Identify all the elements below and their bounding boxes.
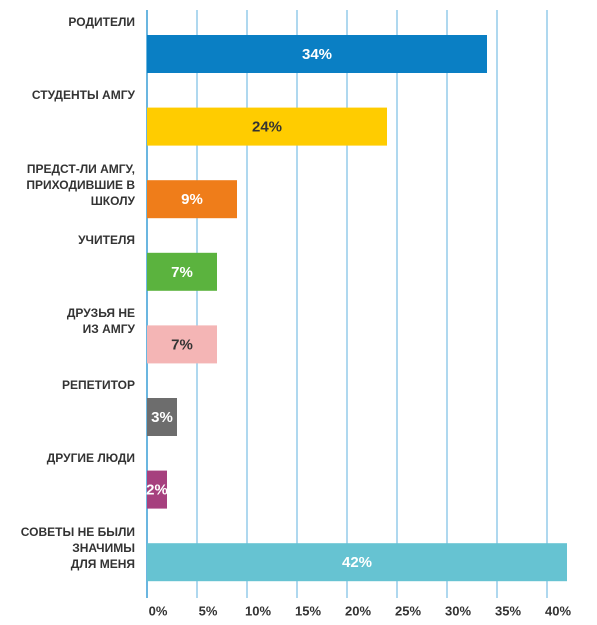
x-tick-label: 25% (395, 603, 421, 618)
x-tick-label: 15% (295, 603, 321, 618)
x-tick-label: 5% (199, 603, 218, 618)
bar (147, 107, 387, 146)
value-label: 9% (181, 191, 203, 208)
category-label: ПРЕДСТ-ЛИ АМГУ, ПРИХОДИВШИЕ В ШКОЛУ (26, 162, 135, 209)
category-label: ДРУЗЬЯ НЕ ИЗ АМГУ (66, 306, 135, 337)
bar (147, 180, 237, 219)
bar (147, 470, 167, 509)
bar (147, 252, 217, 291)
x-tick-label: 0% (149, 603, 168, 618)
value-label: 24% (252, 119, 282, 136)
value-label: 7% (171, 336, 193, 353)
value-label: 3% (151, 409, 173, 426)
category-label: УЧИТЕЛЯ (78, 232, 135, 247)
bar (147, 398, 177, 436)
category-label: ДРУГИЕ ЛЮДИ (46, 450, 135, 465)
x-tick-label: 40% (545, 603, 571, 618)
category-label: СОВЕТЫ НЕ БЫЛИ ЗНАЧИМЫ ДЛЯ МЕНЯ (20, 525, 135, 572)
value-label: 42% (342, 554, 372, 571)
value-label: 7% (171, 264, 193, 281)
x-tick-label: 30% (445, 603, 471, 618)
x-tick-label: 35% (495, 603, 521, 618)
bar (147, 543, 567, 582)
bar (147, 35, 487, 73)
bar (147, 325, 217, 364)
value-label: 34% (302, 46, 332, 63)
x-tick-label: 10% (245, 603, 271, 618)
category-label: РОДИТЕЛИ (68, 15, 135, 29)
x-tick-label: 20% (345, 603, 371, 618)
category-label: РЕПЕТИТОР (62, 378, 135, 392)
category-label: СТУДЕНТЫ АМГУ (31, 87, 135, 102)
value-label: 2% (146, 482, 168, 499)
